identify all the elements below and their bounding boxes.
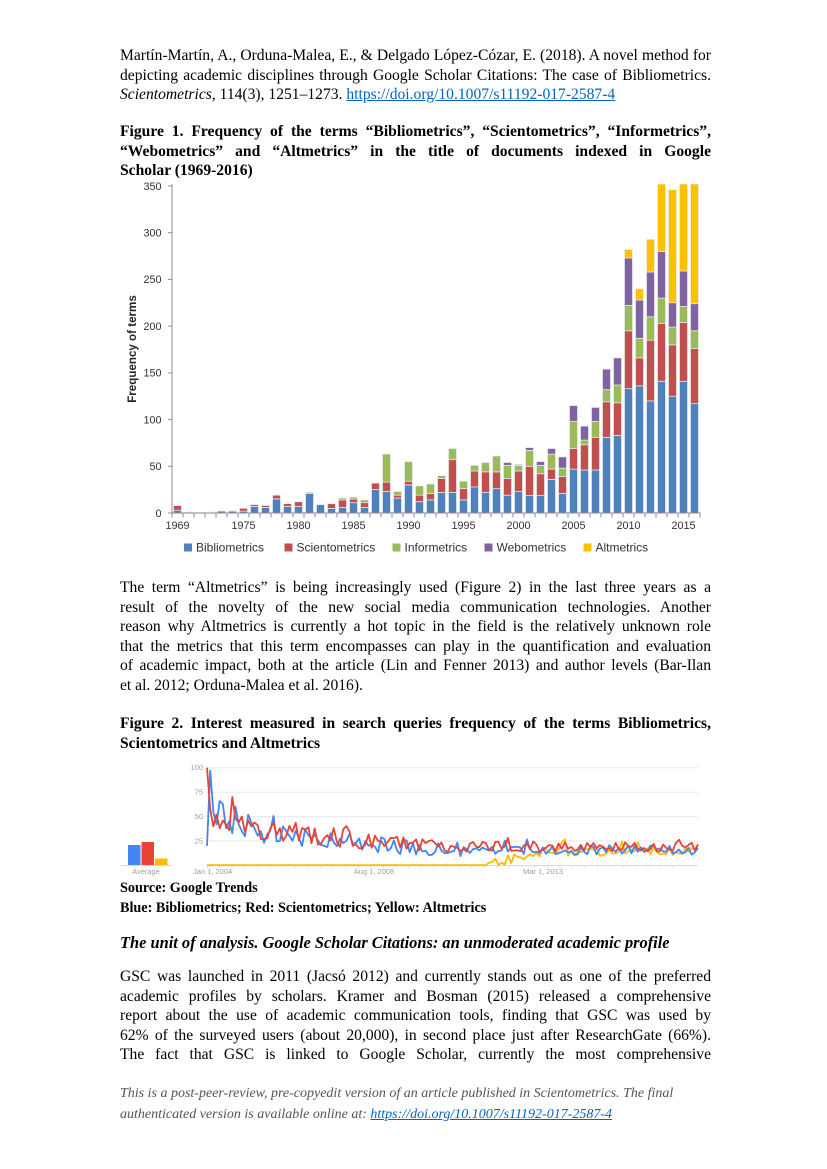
- svg-text:1975: 1975: [231, 520, 255, 532]
- svg-text:2005: 2005: [561, 520, 585, 532]
- svg-text:50: 50: [149, 461, 161, 473]
- svg-text:1985: 1985: [341, 520, 365, 532]
- svg-text:Jan 1, 2004: Jan 1, 2004: [193, 867, 232, 876]
- svg-text:50: 50: [195, 812, 203, 821]
- svg-text:0: 0: [155, 508, 161, 520]
- svg-text:75: 75: [195, 788, 203, 797]
- svg-text:Altmetrics: Altmetrics: [596, 541, 649, 555]
- svg-text:250: 250: [143, 274, 161, 286]
- svg-text:Webometrics: Webometrics: [497, 541, 567, 555]
- svg-text:1969: 1969: [165, 520, 189, 532]
- svg-text:100: 100: [143, 414, 161, 426]
- svg-text:Aug 1, 2008: Aug 1, 2008: [354, 867, 394, 876]
- svg-text:300: 300: [143, 228, 161, 240]
- svg-text:Bibliometrics: Bibliometrics: [196, 541, 264, 555]
- svg-text:Frequency of terms: Frequency of terms: [126, 295, 139, 403]
- svg-text:200: 200: [143, 321, 161, 333]
- svg-text:Scientometrics: Scientometrics: [297, 541, 376, 555]
- svg-text:100: 100: [190, 763, 203, 772]
- svg-text:Average: Average: [132, 867, 160, 876]
- svg-text:25: 25: [195, 837, 203, 846]
- svg-text:150: 150: [143, 368, 161, 380]
- svg-text:1990: 1990: [396, 520, 420, 532]
- svg-text:1995: 1995: [451, 520, 475, 532]
- svg-text:350: 350: [143, 181, 161, 193]
- svg-text:2000: 2000: [506, 520, 530, 532]
- svg-text:Informetrics: Informetrics: [405, 541, 468, 555]
- svg-text:Mar 1, 2013: Mar 1, 2013: [523, 867, 563, 876]
- svg-text:2015: 2015: [671, 520, 695, 532]
- svg-text:1980: 1980: [286, 520, 310, 532]
- svg-text:2010: 2010: [616, 520, 640, 532]
